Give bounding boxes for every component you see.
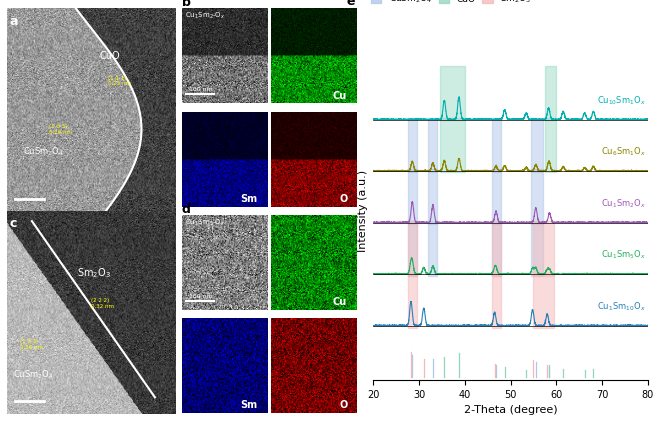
- Bar: [492, 117, 502, 172]
- Bar: [428, 170, 438, 224]
- Text: (1 0 3)
0.26 nm: (1 0 3) 0.26 nm: [20, 339, 43, 350]
- Bar: [440, 117, 465, 172]
- Bar: [408, 170, 417, 224]
- Text: 100 nm: 100 nm: [188, 87, 212, 92]
- Text: Cu$_1$Sm$_2$O$_x$: Cu$_1$Sm$_2$O$_x$: [600, 197, 646, 210]
- Text: e: e: [346, 0, 354, 8]
- Text: c: c: [10, 217, 17, 230]
- Bar: [533, 222, 554, 276]
- Text: O: O: [340, 400, 348, 410]
- Text: Sm: Sm: [240, 194, 257, 204]
- Bar: [428, 222, 438, 276]
- Text: b: b: [182, 0, 190, 9]
- Bar: [492, 273, 502, 328]
- Text: Cu: Cu: [333, 298, 347, 307]
- Bar: [545, 65, 557, 120]
- Y-axis label: Intensity (a.u.): Intensity (a.u.): [358, 170, 368, 252]
- Bar: [408, 222, 417, 276]
- Text: Cu$_6$Sm$_1$O$_x$: Cu$_6$Sm$_1$O$_x$: [600, 146, 646, 158]
- Text: Cu$_1$Sm$_{10}$O$_x$: Cu$_1$Sm$_{10}$O$_x$: [597, 300, 646, 313]
- Bar: [492, 222, 502, 276]
- Bar: [440, 65, 465, 120]
- Bar: [408, 273, 417, 328]
- Bar: [428, 117, 438, 172]
- Text: Cu$_1$Sm$_5$-O$_x$: Cu$_1$Sm$_5$-O$_x$: [185, 218, 225, 228]
- Bar: [492, 222, 502, 276]
- Bar: [531, 222, 543, 276]
- Text: (1 0 3)
0.26 nm: (1 0 3) 0.26 nm: [49, 124, 72, 135]
- Bar: [408, 117, 417, 172]
- Text: Sm: Sm: [240, 400, 257, 410]
- Text: Cu$_1$Sm$_2$-O$_x$: Cu$_1$Sm$_2$-O$_x$: [185, 11, 225, 21]
- Text: Cu: Cu: [333, 91, 347, 100]
- Text: a: a: [10, 15, 19, 28]
- Text: 100 nm: 100 nm: [188, 294, 212, 299]
- Bar: [492, 170, 502, 224]
- Bar: [408, 222, 417, 276]
- Text: CuO: CuO: [99, 51, 120, 61]
- Text: d: d: [182, 203, 190, 216]
- Legend: CuSm$_2$O$_4$, CuO, Sm$_2$O$_3$: CuSm$_2$O$_4$, CuO, Sm$_2$O$_3$: [367, 0, 535, 9]
- Text: Sm$_2$O$_3$: Sm$_2$O$_3$: [77, 266, 112, 280]
- Text: Cu$_{10}$Sm$_1$O$_x$: Cu$_{10}$Sm$_1$O$_x$: [597, 94, 646, 107]
- Text: CuSm$_2$O$_4$: CuSm$_2$O$_4$: [13, 368, 54, 381]
- Bar: [531, 117, 543, 172]
- X-axis label: 2-Theta (degree): 2-Theta (degree): [464, 405, 557, 415]
- Text: CuSm$_2$O$_4$: CuSm$_2$O$_4$: [24, 145, 64, 158]
- Text: O: O: [340, 194, 348, 204]
- Text: (1 1 1)
0.23 nm: (1 1 1) 0.23 nm: [108, 76, 131, 87]
- Text: (2 2 2)
0.32 nm: (2 2 2) 0.32 nm: [91, 298, 114, 309]
- Bar: [533, 273, 554, 328]
- Text: Cu$_1$Sm$_5$O$_x$: Cu$_1$Sm$_5$O$_x$: [600, 249, 646, 261]
- Bar: [545, 117, 557, 172]
- Bar: [531, 170, 543, 224]
